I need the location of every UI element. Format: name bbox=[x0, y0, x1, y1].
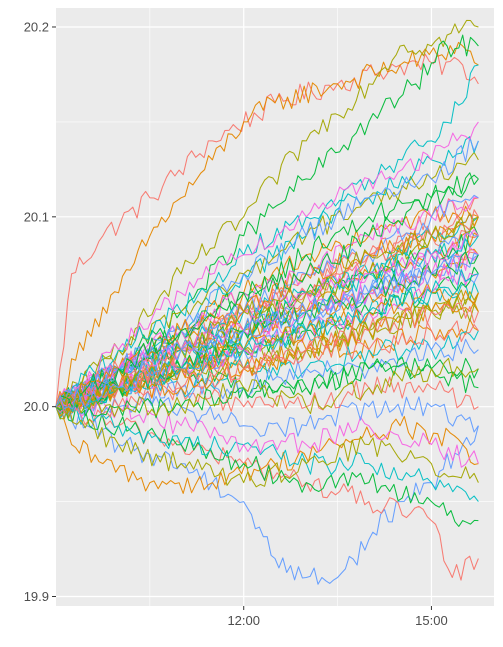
series-line bbox=[55, 269, 479, 413]
x-tick-label: 15:00 bbox=[415, 613, 448, 628]
series-line bbox=[55, 216, 479, 407]
y-tick-label: 19.9 bbox=[24, 589, 49, 604]
series-line bbox=[55, 121, 479, 407]
series-layer bbox=[55, 19, 479, 585]
series-line bbox=[55, 357, 479, 419]
series-line bbox=[55, 41, 479, 407]
series-line bbox=[55, 212, 479, 410]
series-line bbox=[55, 401, 479, 527]
x-tick-label: 12:00 bbox=[227, 613, 260, 628]
series-line bbox=[55, 404, 479, 488]
series-line bbox=[55, 229, 479, 407]
series-line bbox=[55, 357, 479, 419]
y-axis: 19.9 20.0 20.1 20.2 bbox=[24, 19, 56, 604]
plot-panel bbox=[56, 8, 494, 606]
series-line bbox=[55, 252, 479, 410]
series-line bbox=[55, 229, 479, 408]
series-line bbox=[55, 172, 479, 409]
series-line bbox=[55, 405, 479, 502]
series-line bbox=[55, 302, 479, 414]
series-line bbox=[55, 34, 479, 407]
series-line bbox=[55, 194, 479, 407]
y-tick-label: 20.1 bbox=[24, 209, 49, 224]
series-line bbox=[55, 404, 479, 494]
y-tick-label: 20.0 bbox=[24, 399, 49, 414]
y-tick-label: 20.2 bbox=[24, 19, 49, 34]
x-axis: 12:00 15:00 bbox=[227, 606, 448, 628]
series-line bbox=[55, 251, 479, 414]
series-line bbox=[55, 320, 479, 418]
series-line bbox=[55, 282, 479, 411]
series-line bbox=[55, 395, 479, 468]
